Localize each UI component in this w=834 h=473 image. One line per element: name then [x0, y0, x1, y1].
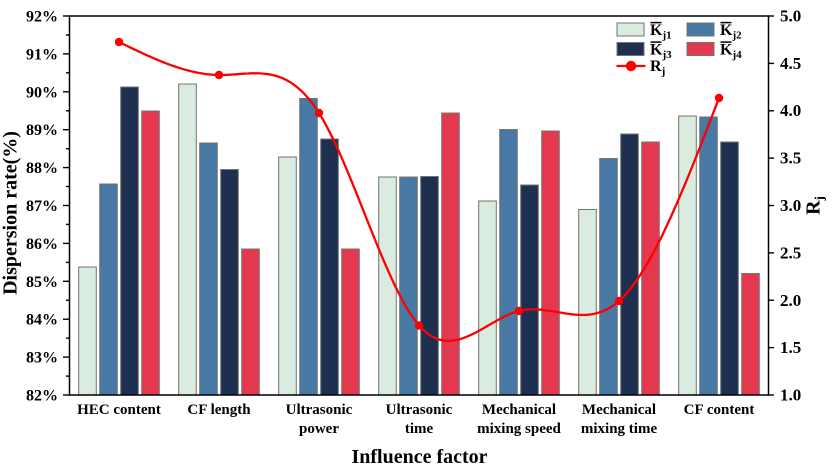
svg-text:89%: 89%: [26, 122, 58, 139]
svg-text:Rj: Rj: [650, 58, 665, 78]
svg-text:4.5: 4.5: [780, 54, 801, 73]
svg-text:1.5: 1.5: [780, 338, 801, 357]
svg-text:86%: 86%: [26, 236, 58, 253]
svg-text:Ultrasonic: Ultrasonic: [286, 402, 353, 418]
svg-text:90%: 90%: [26, 84, 58, 101]
svg-text:Dispersion rate(%): Dispersion rate(%): [0, 131, 22, 295]
svg-text:CF length: CF length: [187, 402, 251, 418]
svg-text:mixing time: mixing time: [581, 421, 658, 437]
svg-text:Influence factor: Influence factor: [351, 446, 487, 468]
svg-text:HEC content: HEC content: [77, 402, 161, 418]
svg-text:CF content: CF content: [684, 402, 755, 418]
svg-text:88%: 88%: [26, 160, 58, 177]
svg-text:85%: 85%: [26, 274, 58, 291]
svg-text:84%: 84%: [26, 312, 58, 329]
svg-text:1.0: 1.0: [780, 386, 801, 405]
svg-text:Rj: Rj: [803, 196, 827, 215]
svg-text:3.0: 3.0: [780, 196, 801, 215]
svg-text:82%: 82%: [26, 388, 58, 405]
svg-text:5.0: 5.0: [780, 7, 801, 26]
svg-text:time: time: [405, 421, 434, 437]
svg-text:91%: 91%: [26, 46, 58, 63]
svg-text:2.0: 2.0: [780, 291, 801, 310]
svg-text:83%: 83%: [26, 350, 58, 367]
svg-text:Mechanical: Mechanical: [482, 402, 556, 418]
svg-text:3.5: 3.5: [780, 149, 801, 168]
svg-text:4.0: 4.0: [780, 101, 801, 120]
svg-text:2.5: 2.5: [780, 243, 801, 262]
svg-text:Mechanical: Mechanical: [582, 402, 656, 418]
svg-text:92%: 92%: [26, 9, 58, 26]
svg-text:87%: 87%: [26, 198, 58, 215]
svg-text:Ultrasonic: Ultrasonic: [386, 402, 453, 418]
svg-text:mixing speed: mixing speed: [477, 421, 561, 437]
svg-text:power: power: [299, 421, 339, 437]
